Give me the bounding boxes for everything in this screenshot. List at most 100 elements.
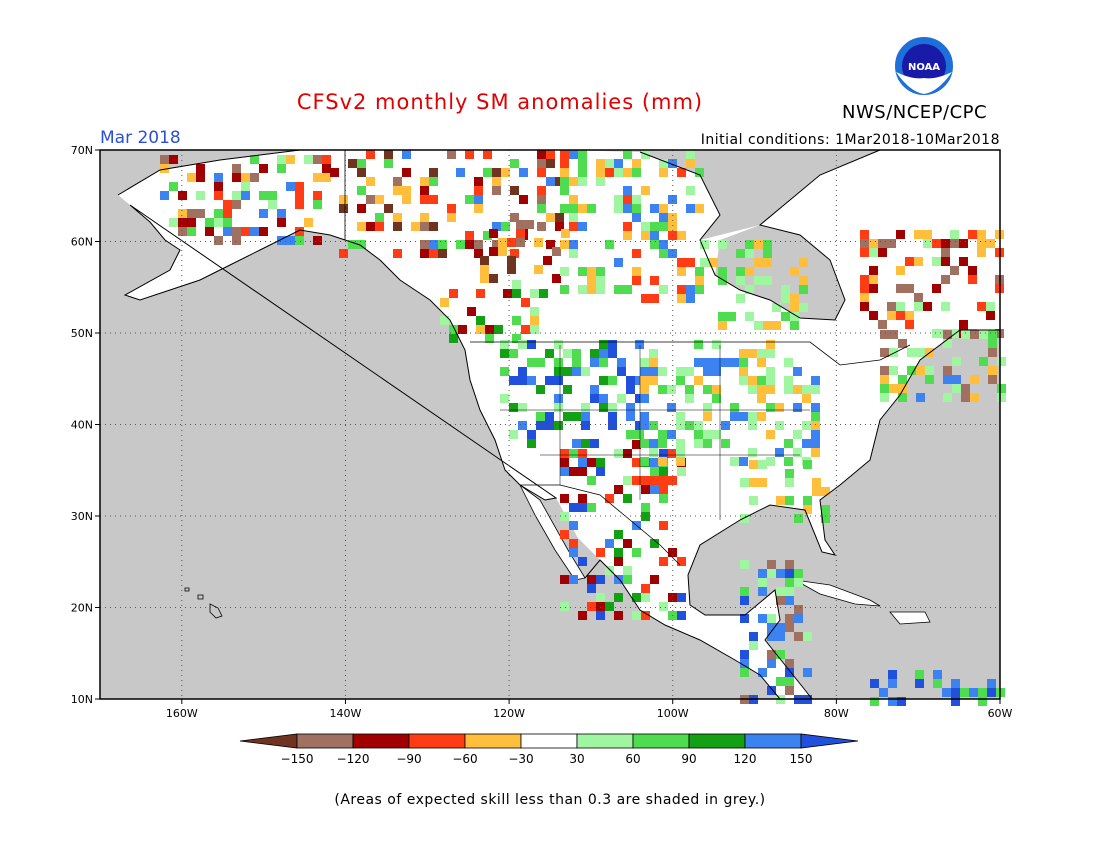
anomaly-cell <box>420 177 429 186</box>
anomaly-cell <box>545 412 554 421</box>
anomaly-cell <box>740 659 749 668</box>
anomaly-cell <box>694 430 703 439</box>
anomaly-cell <box>799 285 808 294</box>
anomaly-cell <box>640 376 649 385</box>
hispaniola <box>889 611 931 625</box>
anomaly-cell <box>757 349 766 358</box>
anomaly-cell <box>581 367 590 376</box>
anomaly-cell <box>640 439 649 448</box>
anomaly-cell <box>605 539 614 548</box>
anomaly-cell <box>578 557 587 566</box>
anomaly-cell <box>968 230 977 239</box>
anomaly-cell <box>429 249 438 258</box>
anomaly-cell <box>799 276 808 285</box>
anomaly-cell <box>659 449 668 458</box>
anomaly-cell <box>757 394 766 403</box>
agency-label: NWS/NCEP/CPC <box>842 102 988 123</box>
anomaly-cell <box>749 632 758 641</box>
anomaly-cell <box>366 177 375 186</box>
anomaly-cell <box>987 679 996 688</box>
anomaly-cell <box>794 632 803 641</box>
anomaly-cell <box>641 186 650 195</box>
anomaly-cell <box>214 182 223 191</box>
anomaly-cell <box>623 539 632 548</box>
anomaly-cell <box>785 623 794 632</box>
anomaly-cell <box>943 330 952 339</box>
anomaly-cell <box>988 366 997 375</box>
anomaly-cell <box>572 367 581 376</box>
anomaly-cell <box>781 294 790 303</box>
anomaly-cell <box>776 596 785 605</box>
anomaly-cell <box>232 173 241 182</box>
anomaly-cell <box>587 602 596 611</box>
colorbar-label: 150 <box>790 752 813 766</box>
anomaly-cell <box>650 204 659 213</box>
anomaly-cell <box>554 367 563 376</box>
anomaly-cell <box>686 294 695 303</box>
anomaly-cell <box>518 367 527 376</box>
anomaly-cell <box>536 385 545 394</box>
anomaly-cell <box>632 204 641 213</box>
anomaly-cell <box>736 276 745 285</box>
anomaly-cell <box>703 403 712 412</box>
anomaly-cell <box>968 275 977 284</box>
anomaly-cell <box>685 421 694 430</box>
anomaly-cell <box>977 230 986 239</box>
anomaly-cell <box>268 200 277 209</box>
anomaly-cell <box>599 394 608 403</box>
anomaly-cell <box>590 358 599 367</box>
anomaly-cell <box>703 385 712 394</box>
chart-title: CFSv2 monthly SM anomalies (mm) <box>296 90 704 114</box>
anomaly-cell <box>196 164 205 173</box>
anomaly-cell <box>785 469 794 478</box>
anomaly-cell <box>802 421 811 430</box>
anomaly-cell <box>775 421 784 430</box>
anomaly-cell <box>527 439 536 448</box>
anomaly-cell <box>880 393 889 402</box>
anomaly-cell <box>763 249 772 258</box>
anomaly-cell <box>988 339 997 348</box>
anomaly-cell <box>375 222 384 231</box>
anomaly-cell <box>509 349 518 358</box>
anomaly-cell <box>802 385 811 394</box>
anomaly-cell <box>614 575 623 584</box>
anomaly-cell <box>626 412 635 421</box>
anomaly-cell <box>259 227 268 236</box>
anomaly-cell <box>970 375 979 384</box>
anomaly-cell <box>776 677 785 686</box>
anomaly-cell <box>767 623 776 632</box>
anomaly-cell <box>860 230 869 239</box>
anomaly-cell <box>578 204 587 213</box>
anomaly-cell <box>492 186 501 195</box>
anomaly-cell <box>626 385 635 394</box>
anomaly-cell <box>668 449 677 458</box>
anomaly-cell <box>605 566 614 575</box>
anomaly-cell <box>438 249 447 258</box>
anomaly-cell <box>560 458 569 467</box>
anomaly-cell <box>650 575 659 584</box>
anomaly-cell <box>596 458 605 467</box>
anomaly-cell <box>821 487 830 496</box>
anomaly-cell <box>793 367 802 376</box>
anomaly-cell <box>512 334 521 343</box>
anomaly-cell <box>546 150 555 159</box>
anomaly-cell <box>712 385 721 394</box>
anomaly-cell <box>942 688 951 697</box>
anomaly-cell <box>685 385 694 394</box>
anomaly-cell <box>649 349 658 358</box>
anomaly-cell <box>569 575 578 584</box>
anomaly-cell <box>474 195 483 204</box>
anomaly-cell <box>187 218 196 227</box>
anomaly-cell <box>785 686 794 695</box>
colorbar-segment <box>464 733 522 749</box>
anomaly-cell <box>649 439 658 448</box>
anomaly-cell <box>465 150 474 159</box>
anomaly-cell <box>169 182 178 191</box>
anomaly-cell <box>527 340 536 349</box>
anomaly-cell <box>730 358 739 367</box>
anomaly-cell <box>740 478 749 487</box>
anomaly-cell <box>700 258 709 267</box>
anomaly-cell <box>632 548 641 557</box>
anomaly-cell <box>476 325 485 334</box>
anomaly-cell <box>803 632 812 641</box>
